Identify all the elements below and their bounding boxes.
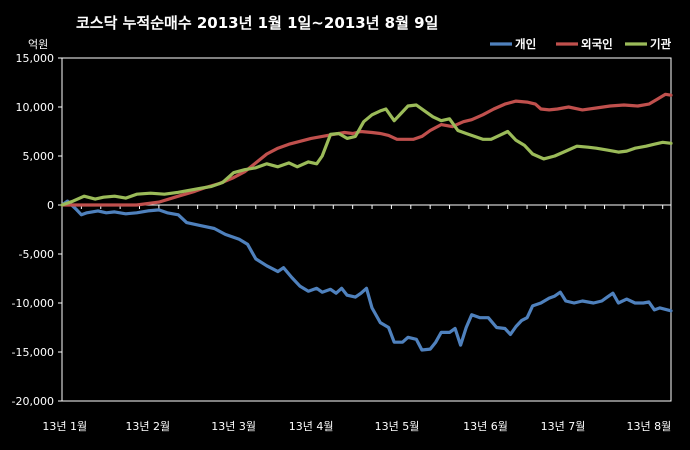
- y-tick-label: -20,000: [12, 395, 54, 408]
- x-tick-label: 13년 5월: [375, 420, 420, 433]
- x-tick-label: 13년 1월: [42, 420, 87, 433]
- y-tick-label: 15,000: [16, 52, 55, 65]
- x-tick-label: 13년 7월: [541, 420, 586, 433]
- series-line: [60, 103, 673, 207]
- x-tick-label: 13년 8월: [626, 420, 671, 433]
- legend-label: 기관: [650, 37, 672, 51]
- legend-label: 개인: [515, 37, 536, 51]
- legend-label: 외국인: [581, 37, 613, 51]
- series-line: [60, 92, 673, 207]
- plot-area: [61, 57, 672, 402]
- series-line: [60, 199, 673, 352]
- x-tick-label: 13년 6월: [463, 420, 508, 433]
- chart-title: 코스닥 누적순매수 2013년 1월 1일~2013년 8월 9일: [76, 14, 438, 32]
- y-axis-unit: 억원: [28, 38, 48, 51]
- y-tick-label: 10,000: [16, 101, 55, 114]
- series-layer: [60, 92, 673, 352]
- y-tick-label: -15,000: [12, 346, 54, 359]
- y-tick-label: -5,000: [19, 248, 54, 261]
- x-tick-label: 13년 4월: [289, 420, 334, 433]
- y-axis: 15,000 10,000 5,000 0 -5,000 -10,000 -15,000 -2…: [12, 52, 671, 408]
- y-tick-label: -10,000: [12, 297, 54, 310]
- x-axis: 13년 1월 13년 2월 13년 3월 13년 4월 13년 5월 13년 6월 13년 …: [42, 420, 671, 433]
- x-tick-label: 13년 3월: [211, 420, 256, 433]
- y-tick-label: 0: [47, 199, 54, 212]
- y-tick-label: 5,000: [23, 150, 55, 163]
- x-tick-label: 13년 2월: [125, 420, 170, 433]
- legend: 개인 외국인 기관: [490, 37, 672, 51]
